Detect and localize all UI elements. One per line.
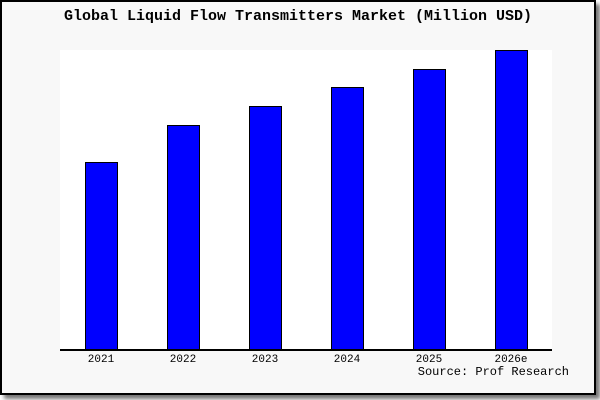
chart-title: Global Liquid Flow Transmitters Market (… [63, 8, 533, 25]
bar-slot-2023 [224, 50, 306, 349]
source-label: Source: Prof Research [417, 365, 569, 379]
bar-2021 [84, 162, 118, 349]
x-tick-label-2026e: 2026e [494, 354, 528, 366]
bar-slot-2025 [388, 50, 470, 349]
bar-slot-2024 [306, 50, 388, 349]
x-tick-label-2023: 2023 [251, 354, 279, 366]
x-axis-labels: 2021 2022 2023 2024 2025 2026e [60, 354, 552, 366]
x-tick-label-2021: 2021 [87, 354, 115, 366]
x-tick-label-2025: 2025 [415, 354, 443, 366]
x-tick-label-2024: 2024 [333, 354, 361, 366]
bar-slot-2022 [142, 50, 224, 349]
bar-series [60, 50, 552, 349]
bar-slot-2021 [60, 50, 142, 349]
bar-slot-2026e [470, 50, 552, 349]
bar-2022 [166, 124, 200, 349]
bar-2023 [248, 106, 282, 349]
bar-2025 [412, 68, 446, 349]
bar-2026e [494, 50, 528, 349]
plot-area [60, 50, 552, 351]
bar-2024 [330, 87, 364, 349]
x-tick-label-2022: 2022 [169, 354, 197, 366]
